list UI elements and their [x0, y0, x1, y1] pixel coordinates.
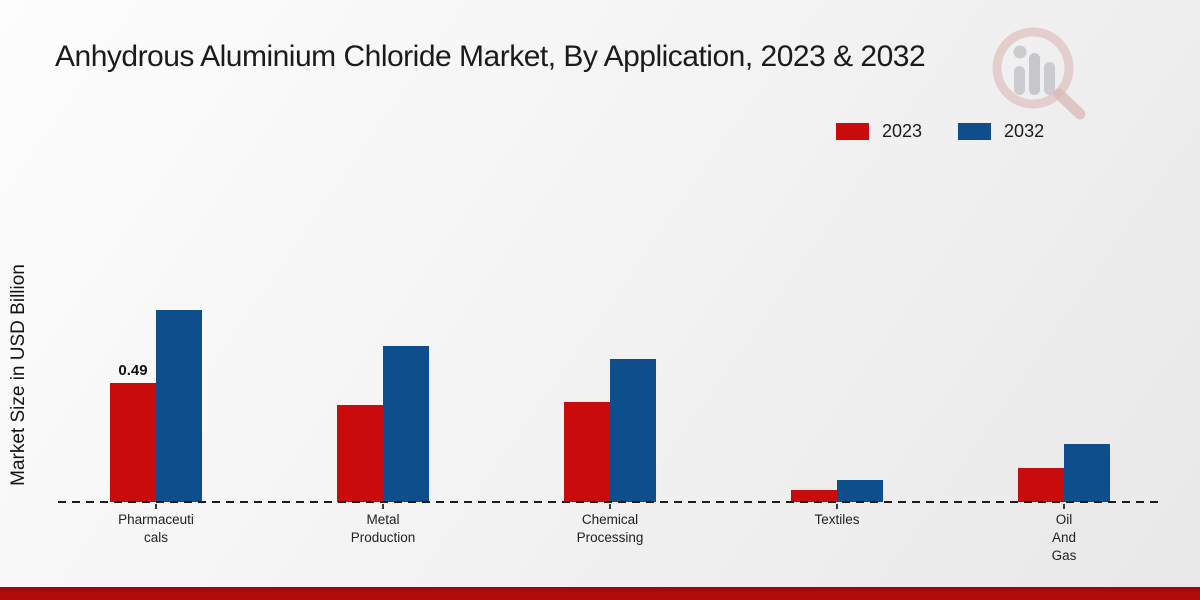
bottom-brand-band [0, 587, 1200, 600]
chart-title: Anhydrous Aluminium Chloride Market, By … [55, 40, 926, 73]
x-axis-tick-pharmaceuticals [155, 504, 157, 509]
bar-2032-metal-production [383, 346, 429, 502]
legend: 2023 2032 [836, 121, 1044, 142]
legend-item-2023: 2023 [836, 121, 922, 142]
bar-2023-pharmaceuticals [110, 383, 156, 502]
x-axis-tick-chemical-processing [609, 504, 611, 509]
bar-2023-chemical-processing [564, 402, 610, 502]
y-axis-label: Market Size in USD Billion [8, 264, 29, 486]
bar-2032-oil-and-gas [1064, 444, 1110, 502]
bar-2023-metal-production [337, 405, 383, 502]
x-axis-tick-metal-production [382, 504, 384, 509]
legend-item-2032: 2032 [958, 121, 1044, 142]
bar-2032-textiles [837, 480, 883, 502]
legend-swatch-2023 [836, 123, 869, 140]
x-axis-dashed-baseline [58, 501, 1158, 503]
bar-2023-textiles [791, 490, 837, 502]
x-axis-label-chemical-processing: Chemical Processing [576, 512, 644, 545]
legend-label-2032: 2032 [1004, 121, 1045, 141]
x-axis-label-oil-and-gas: Oil And Gas [1051, 512, 1077, 563]
bar-2023-oil-and-gas [1018, 468, 1064, 502]
legend-label-2023: 2023 [882, 121, 923, 141]
bar-value-label: 0.49 [118, 362, 148, 379]
x-axis-tick-textiles [836, 504, 838, 509]
bar-2032-chemical-processing [610, 359, 656, 502]
legend-swatch-2032 [958, 123, 992, 140]
x-axis-label-pharmaceuticals: Pharmaceuti cals [118, 512, 194, 545]
x-axis-tick-oil-and-gas [1063, 504, 1065, 509]
x-axis-label-metal-production: Metal Production [350, 512, 416, 545]
x-axis-label-textiles: Textiles [814, 512, 860, 527]
market-research-magnifier-logo-icon [992, 27, 1086, 120]
bar-2032-pharmaceuticals [156, 310, 202, 502]
